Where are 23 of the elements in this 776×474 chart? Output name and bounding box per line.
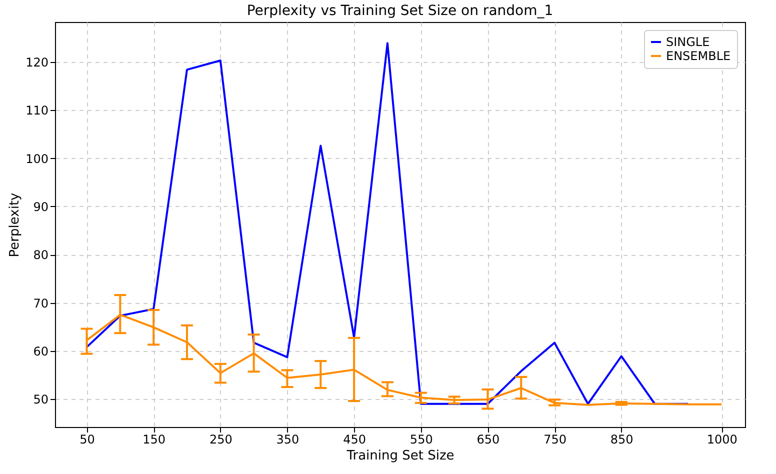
x-tick-label: 150 <box>142 432 166 446</box>
chart-title: Perplexity vs Training Set Size on random_1 <box>246 3 554 19</box>
x-tick-label: 250 <box>209 432 232 446</box>
x-tick-label: 1000 <box>706 432 738 446</box>
y-tick-label: 90 <box>33 200 48 214</box>
y-tick-label: 60 <box>33 344 48 358</box>
x-tick-label: 850 <box>610 432 634 446</box>
x-tick-label: 550 <box>410 432 433 446</box>
y-tick-label: 50 <box>33 392 48 407</box>
x-tick-label: 50 <box>80 432 95 446</box>
x-axis-title: Training Set Size <box>346 448 454 464</box>
y-axis-title: Perplexity <box>8 192 23 258</box>
y-tick-label: 70 <box>33 296 48 310</box>
y-tick-label: 100 <box>26 152 48 166</box>
x-tick-label: 750 <box>544 432 566 446</box>
x-tick-label: 650 <box>476 432 500 446</box>
x-tick-label: 350 <box>276 432 300 446</box>
x-tick-label: 450 <box>343 432 366 446</box>
legend-label: ENSEMBLE <box>666 49 731 63</box>
y-tick-label: 80 <box>33 248 48 262</box>
y-tick-label: 120 <box>26 55 48 70</box>
y-tick-label: 110 <box>26 104 48 118</box>
legend-label: SINGLE <box>666 35 710 49</box>
